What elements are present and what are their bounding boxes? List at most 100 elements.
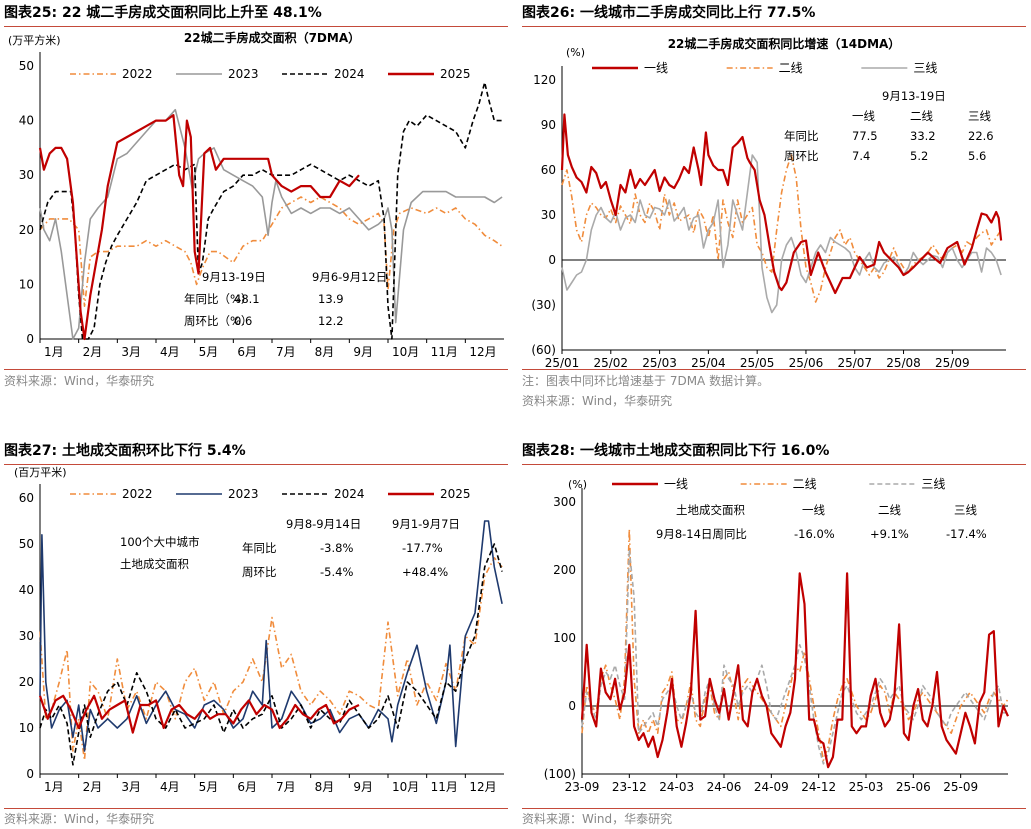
y-tick-label: 10 [19,721,34,735]
legend-label: 一线 [664,477,688,491]
x-tick-label: 25/07 [837,356,872,368]
source-note: 资料来源：Wind，华泰研究 [522,812,673,826]
x-tick-label: 6月 [237,780,257,794]
y-tick-label: 0 [548,253,556,267]
series-line-2023 [39,520,503,752]
y-tick-label: 120 [533,73,556,87]
legend-label: 2025 [440,487,471,501]
unit-label: (百万平米) [14,466,67,479]
panel-tier1-secondhand-yoy: 图表26: 一线城市二手房成交同比上行 77.5% (%) 22城二手房成交面积同… [522,2,1026,412]
x-tick-label: 25/08 [886,356,921,368]
x-tick-label: 4月 [160,780,180,794]
x-tick-label: 11月 [431,345,458,359]
series-line-一线 [580,572,1009,769]
annot-value: 77.5 [852,129,878,143]
annot-col-label: 二线 [910,109,933,123]
annot-row-label: 周环比 [784,149,819,163]
x-tick-label: 12月 [469,780,496,794]
x-tick-label: 25/03 [642,356,677,368]
legend-label: 2022 [122,67,153,81]
annot-col-label: 二线 [878,503,901,517]
y-tick-label: 60 [541,163,556,177]
x-tick-label: 25/04 [691,356,726,368]
x-tick-label: 1月 [44,780,64,794]
x-tick-label: 24-09 [754,780,789,794]
x-tick-label: 7月 [276,345,296,359]
series-line-一线 [560,113,1003,295]
x-tick-label: 3月 [121,345,141,359]
legend-label: 2023 [228,67,259,81]
annot-col-label: 一线 [802,503,825,517]
annot-value: -5.4% [320,565,353,579]
x-tick-label: 11月 [431,780,458,794]
x-tick-label: 10月 [392,345,419,359]
x-tick-label: 25-09 [943,780,978,794]
source-note: 资料来源：Wind，华泰研究 [4,374,155,388]
x-tick-label: 1月 [44,345,64,359]
annot-value: 33.2 [910,129,936,143]
y-tick-label: 30 [19,168,34,182]
y-tick-label: 0 [26,767,34,781]
annot-row-label: 周环比（%） [184,314,252,328]
x-tick-label: 25/06 [789,356,824,368]
annot-header: 9月13-19日 [882,89,946,103]
panel-22city-secondhand-area: 图表25: 22 城二手房成交面积同比上升至 48.1% (万平方米) 22城二手… [4,2,508,388]
y-tick-label: 50 [19,59,34,73]
y-tick-label: 10 [19,277,34,291]
annot-row-label: 年同比 [784,129,819,143]
annot-value: +9.1% [870,527,909,541]
annot-row-label: 9月8-14日周同比 [656,527,747,541]
y-tick-label: 100 [553,631,576,645]
annot-value: 5.2 [910,149,928,163]
chart-title: 22城二手房成交面积同比增速（14DMA） [668,36,901,51]
chart-svg: (%) 22城二手房成交面积同比增速（14DMA） (60) (30) 0 30 60 90 1… [531,36,1006,368]
unit-label: (%) [568,478,587,491]
series-line-二线 [581,528,1009,762]
x-tick-label: 5月 [199,345,219,359]
annot-value: +48.4% [402,565,448,579]
panel-land-area-100city: 图表27: 土地成交面积环比下行 5.4% (百万平米) 0 10 20 30 40 50 6… [4,440,508,829]
source-note: 资料来源：Wind，华泰研究 [4,812,155,826]
annot-value: 0.6 [234,314,252,328]
annot-value: 5.6 [968,149,986,163]
panel-tier1-land-yoy: 图表28: 一线城市土地成交面积同比下行 16.0% (%) (100) 0 100 2… [522,440,1026,829]
bottom-rule [4,808,508,809]
legend-label: 一线 [644,61,668,75]
unit-label: (万平方米) [8,33,61,47]
x-tick-label: 8月 [315,345,335,359]
x-tick-label: 8月 [315,780,335,794]
y-tick-label: 0 [568,699,576,713]
title-rule [522,26,1026,27]
annot-row-label: 周环比 [242,565,277,579]
chart-svg: (万平方米) 22城二手房成交面积（7DMA） 0 10 20 30 40 50 1月 2月 3月 4… [8,30,504,359]
series-line-2022 [39,196,503,308]
x-tick-label: 9月 [353,345,373,359]
series-line-2024 [39,81,503,340]
series-line-2025 [38,113,360,341]
y-tick-label: 90 [541,118,556,132]
x-tick-label: 9月 [353,780,373,794]
panel-heading: 图表28: 一线城市土地成交面积同比下行 16.0% [522,443,830,459]
x-tick-label: 4月 [160,345,180,359]
source-note: 资料来源：Wind，华泰研究 [522,394,673,408]
panel-heading: 图表25: 22 城二手房成交面积同比上升至 48.1% [4,5,322,21]
legend-label: 2023 [228,487,259,501]
annot-col-label: 三线 [968,109,991,123]
annot-row-label: 年同比（%） [184,292,252,306]
bottom-rule [522,369,1026,370]
y-tick-label: 30 [541,208,556,222]
annot-caption: 100个大中城市 [120,535,199,549]
annot-value: 48.1 [234,292,260,306]
annot-caption: 土地成交面积 [120,557,189,571]
x-tick-label: 2月 [83,780,103,794]
annot-header: 9月6-9月12日 [312,270,387,284]
y-tick-label: 30 [19,629,34,643]
legend-label: 2024 [334,487,365,501]
legend-label: 2025 [440,67,471,81]
annot-value: 22.6 [968,129,994,143]
y-tick-label: (30) [531,298,556,312]
y-tick-label: 20 [19,223,34,237]
annot-value: -17.7% [402,541,443,555]
y-tick-label: 50 [19,537,34,551]
series-line-二线 [561,154,1002,303]
